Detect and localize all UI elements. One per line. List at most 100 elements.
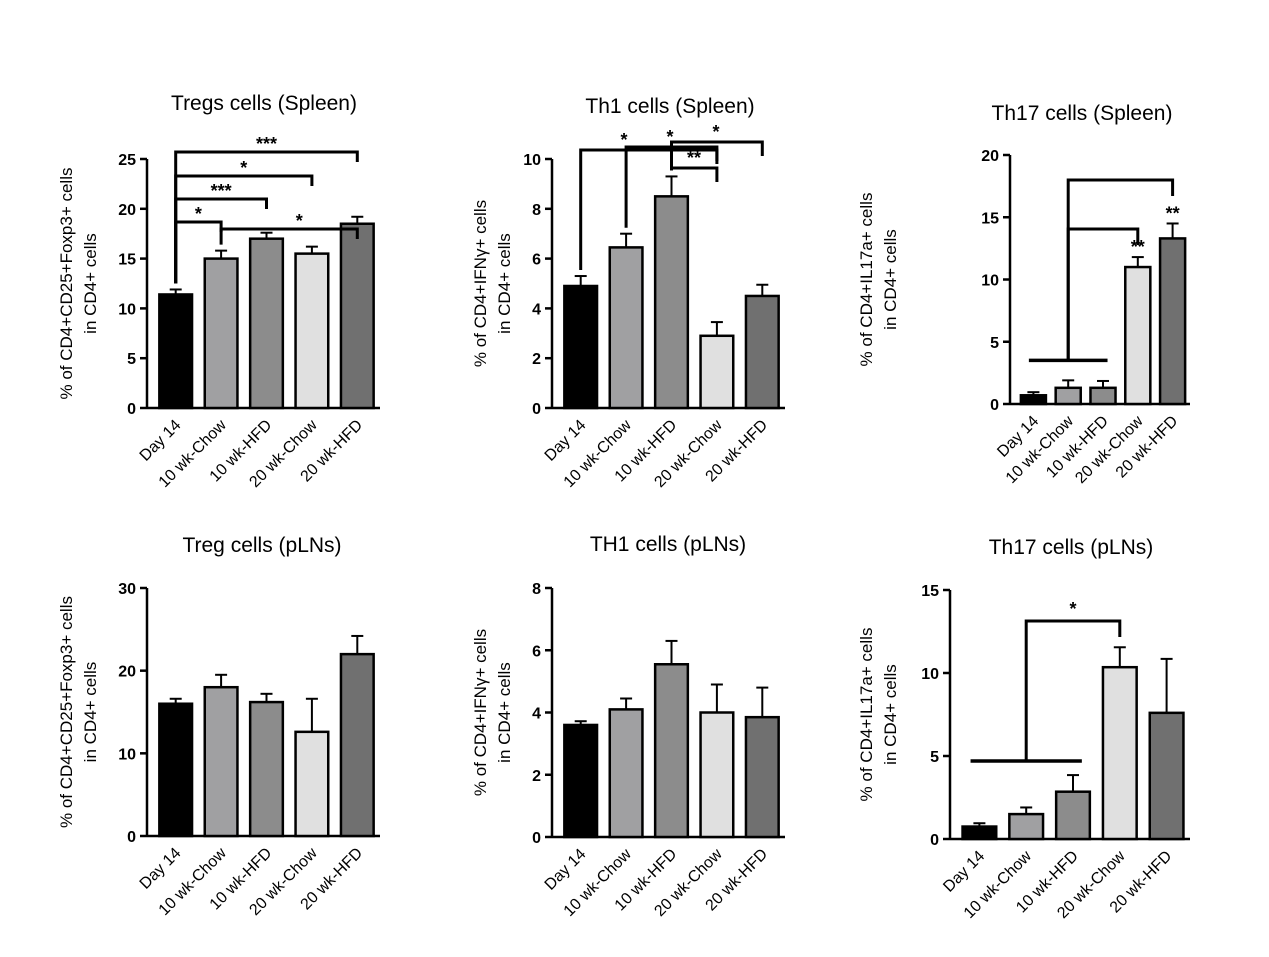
y-axis-label: % of CD4+IFNγ+ cells <box>471 629 490 796</box>
y-tick-label: 20 <box>118 202 136 219</box>
y-axis-label: % of CD4+CD25+Foxp3+ cells <box>57 596 76 828</box>
significance-label: * <box>620 130 627 150</box>
significance-bracket <box>174 220 223 284</box>
bar-2 <box>1054 386 1082 406</box>
y-axis-label: in CD4+ cells <box>881 229 900 330</box>
y-tick-label: 0 <box>127 829 136 846</box>
chart-panel-4: Treg cells (pLNs) % of CD4+CD25+Foxp3+ ce… <box>57 534 380 919</box>
bar-4 <box>294 730 330 838</box>
y-axis-label: in CD4+ cells <box>495 233 514 334</box>
bar-1 <box>158 702 194 838</box>
bar-3 <box>653 663 690 839</box>
y-tick-label: 5 <box>990 335 999 352</box>
bar-2 <box>203 685 239 838</box>
significance-label: ** <box>1131 237 1145 257</box>
y-tick-label: 6 <box>532 252 541 269</box>
significance-label: ** <box>1166 203 1180 223</box>
y-tick-label: 25 <box>118 152 136 169</box>
y-tick-label: 4 <box>532 706 541 723</box>
bar-3 <box>1089 386 1117 406</box>
y-axis-label: % of CD4+CD25+Foxp3+ cells <box>57 168 76 400</box>
bar-3 <box>1054 790 1092 841</box>
bar-4 <box>1101 665 1138 841</box>
bar-5 <box>339 652 375 838</box>
y-axis-label: % of CD4+IL17a+ cells <box>857 628 876 802</box>
bar-4 <box>699 711 735 839</box>
bar-1 <box>158 293 194 410</box>
bar-2 <box>608 708 644 839</box>
y-axis-label: % of CD4+IL17a+ cells <box>857 193 876 367</box>
y-tick-label: 0 <box>532 830 541 847</box>
chart-panel-6: Th17 cells (pLNs) % of CD4+IL17a+ cells in… <box>857 536 1190 922</box>
y-tick-label: 10 <box>981 273 999 290</box>
y-axis-label: in CD4+ cells <box>881 664 900 765</box>
bar-1 <box>563 284 599 410</box>
significance-label: * <box>195 204 202 224</box>
y-tick-label: 5 <box>930 749 939 766</box>
y-tick-label: 0 <box>990 397 999 414</box>
chart-title: Th17 cells (pLNs) <box>989 536 1154 559</box>
chart-title: Tregs cells (Spleen) <box>171 92 357 115</box>
y-tick-label: 2 <box>532 768 541 785</box>
y-tick-label: 10 <box>118 301 136 318</box>
significance-label: ** <box>687 148 701 168</box>
significance-bracket <box>670 140 764 171</box>
bar-5 <box>1148 711 1185 841</box>
bar-2 <box>608 246 644 410</box>
chart-title: Th17 cells (Spleen) <box>992 102 1173 125</box>
bar-1 <box>563 723 599 839</box>
bar-4 <box>1124 265 1152 406</box>
bar-2 <box>203 257 239 410</box>
bar-5 <box>744 294 780 410</box>
significance-label: * <box>712 122 719 142</box>
y-tick-label: 6 <box>532 643 541 660</box>
y-tick-label: 10 <box>523 152 541 169</box>
y-axis-label: in CD4+ cells <box>81 662 100 763</box>
significance-label: * <box>240 158 247 178</box>
y-tick-label: 30 <box>118 581 136 598</box>
chart-panel-2: Th1 cells (Spleen) % of CD4+IFNγ+ cells in… <box>471 95 785 491</box>
y-tick-label: 15 <box>118 252 136 269</box>
y-tick-label: 8 <box>532 202 541 219</box>
y-axis-label: in CD4+ cells <box>81 233 100 334</box>
chart-panel-5: TH1 cells (pLNs) % of CD4+IFNγ+ cells in C… <box>471 533 785 920</box>
significance-label: *** <box>256 134 277 154</box>
significance-label: *** <box>211 181 232 201</box>
significance-label: * <box>296 211 303 231</box>
y-tick-label: 5 <box>127 351 136 368</box>
bar-1 <box>1019 394 1048 406</box>
y-tick-label: 0 <box>930 832 939 849</box>
significance-bracket <box>1066 178 1175 361</box>
bar-4 <box>699 334 735 410</box>
y-tick-label: 8 <box>532 581 541 598</box>
chart-panel-1: Tregs cells (Spleen) % of CD4+CD25+Foxp3+… <box>57 92 380 491</box>
bar-1 <box>961 825 998 841</box>
bar-3 <box>248 700 285 838</box>
y-tick-label: 2 <box>532 351 541 368</box>
y-tick-label: 4 <box>532 301 541 318</box>
y-tick-label: 10 <box>118 746 136 763</box>
significance-label: * <box>666 127 673 147</box>
bar-4 <box>294 252 330 410</box>
y-tick-label: 10 <box>921 666 939 683</box>
significance-bracket <box>1066 227 1140 361</box>
chart-title: Treg cells (pLNs) <box>182 534 341 557</box>
y-tick-label: 20 <box>118 664 136 681</box>
y-axis-label: in CD4+ cells <box>495 662 514 763</box>
bar-3 <box>248 237 285 410</box>
significance-bracket <box>219 227 359 245</box>
chart-panel-3: Th17 cells (Spleen) % of CD4+IL17a+ cells… <box>857 102 1190 487</box>
y-axis-label: % of CD4+IFNγ+ cells <box>471 200 490 367</box>
bar-5 <box>744 715 780 839</box>
significance-bracket <box>1024 619 1122 761</box>
bar-5 <box>339 222 375 410</box>
y-tick-label: 0 <box>127 401 136 418</box>
chart-title: Th1 cells (Spleen) <box>585 95 754 118</box>
y-tick-label: 0 <box>532 401 541 418</box>
chart-title: TH1 cells (pLNs) <box>590 533 746 556</box>
bar-2 <box>1008 812 1045 841</box>
bar-5 <box>1158 237 1187 406</box>
y-tick-label: 15 <box>981 210 999 227</box>
y-tick-label: 15 <box>921 583 939 600</box>
